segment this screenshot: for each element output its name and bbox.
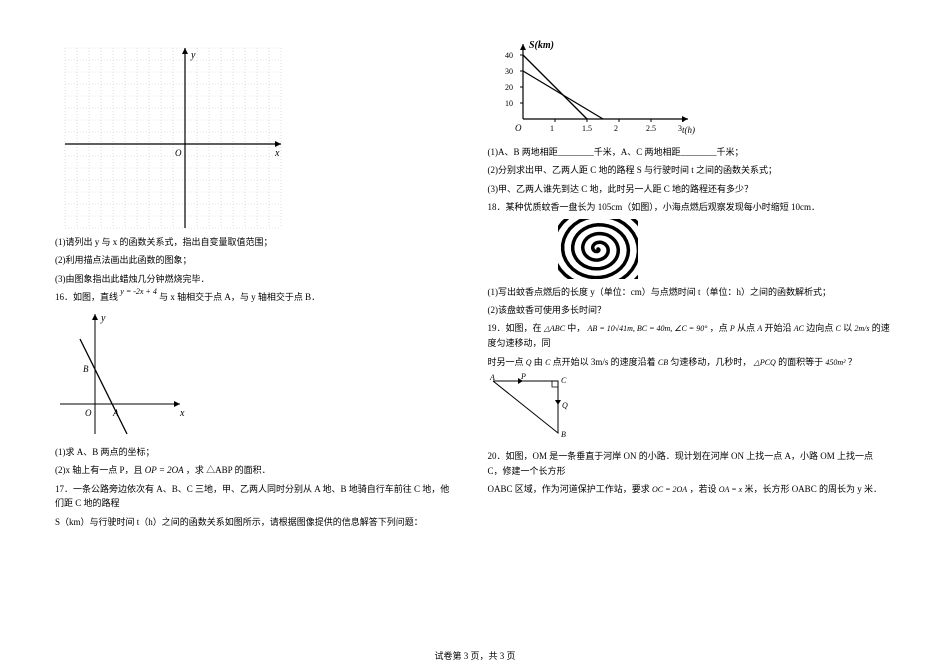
svg-text:40: 40 [505, 51, 513, 60]
svg-text:A: A [489, 373, 495, 382]
svg-text:10: 10 [505, 99, 513, 108]
q16-2-prefix: (2)x 轴上有一点 P，且 [55, 465, 143, 475]
svg-text:O: O [515, 123, 522, 133]
q18-1: (1)写出蚊香点燃后的长度 y（单位：cm）与点燃时间 t（单位：h）之间的函数… [488, 285, 891, 299]
q17-l2: S（km）与行驶时间 t（h）之间的函数关系如图所示，请根据图像提供的信息解答下… [55, 515, 458, 529]
q19-formula: AB = 10√41m, BC = 40m, ∠C = 90° [588, 324, 708, 333]
q15-3: (3)由图象指出此蜡烛几分钟燃烧完毕． [55, 272, 458, 286]
svg-text:2.5: 2.5 [646, 124, 656, 133]
svg-text:2: 2 [614, 124, 618, 133]
q20-l2: OABC 区域，作为河道保护工作站，要求 OC = 2OA ，若设 OA = x… [488, 482, 891, 497]
line-figure: Ox y A B [55, 309, 458, 441]
svg-text:Q: Q [562, 401, 568, 410]
svg-text:1: 1 [550, 124, 554, 133]
svg-text:O: O [85, 408, 92, 418]
svg-text:x: x [179, 408, 185, 419]
q16-1: (1)求 A、B 两点的坐标； [55, 445, 458, 459]
page-footer: 试卷第 3 页，共 3 页 [0, 649, 950, 662]
svg-text:B: B [83, 364, 89, 374]
svg-text:P: P [520, 373, 526, 381]
grid-figure: x y O [55, 39, 458, 231]
svg-text:t(h): t(h) [682, 125, 695, 135]
spiral-figure [488, 219, 891, 281]
svg-text:B: B [561, 430, 566, 439]
q17-1: (1)A、B 两地相距________千米，A、C 两地相距________千米… [488, 145, 891, 159]
svg-text:C: C [561, 376, 567, 385]
q16-formula: y = -2x + 4 [120, 287, 157, 296]
svg-text:A: A [112, 408, 119, 418]
q18-2: (2)该盘蚊香可使用多长时间？ [488, 303, 891, 317]
q17-2: (2)分别求出甲、乙两人距 C 地的路程 S 与行驶时间 t 之间的函数关系式； [488, 163, 891, 177]
dist-figure: 1020304011.522.53Ot(h)S(km) [488, 39, 891, 141]
q16-prefix: 16．如图，直线 [55, 292, 118, 302]
svg-text:20: 20 [505, 83, 513, 92]
q16-rest: 与 x 轴相交于点 A，与 y 轴相交于点 B． [159, 292, 320, 302]
svg-text:1.5: 1.5 [582, 124, 592, 133]
svg-text:S(km): S(km) [529, 40, 554, 51]
svg-text:O: O [175, 148, 182, 158]
q19-l2: 时另一点 Q 由 C 点开始以 3m/s 的速度沿着 CB 匀速移动，几秒时， … [488, 355, 891, 370]
svg-text:30: 30 [505, 67, 513, 76]
q16-2-formula: OP = 2OA [145, 465, 184, 475]
q20-l1: 20．如图，OM 是一条垂直于河岸 ON 的小路．现计划在河岸 ON 上找一点 … [488, 449, 891, 478]
svg-text:x: x [274, 148, 280, 159]
svg-text:y: y [190, 50, 196, 61]
q18-stem: 18．某种优质蚊香一盘长为 105cm（如图），小海点燃后观察发现每小时缩短 1… [488, 200, 891, 214]
q17-3: (3)甲、乙两人谁先到达 C 地，此时另一人距 C 地的路程还有多少？ [488, 182, 891, 196]
q20-formula: OC = 2OA [652, 485, 687, 494]
svg-text:y: y [100, 313, 106, 324]
q19-l1: 19．如图，在 △ABC 中， AB = 10√41m, BC = 40m, ∠… [488, 321, 891, 350]
triangle-figure: A C B P Q [488, 373, 891, 445]
q15-2: (2)利用描点法画出此函数的图象； [55, 253, 458, 267]
q16-2-rest: ，求 △ABP 的面积． [186, 465, 271, 475]
q17-l1: 17．一条公路旁边依次有 A、B、C 三地，甲、乙两人同时分别从 A 地、B 地… [55, 482, 458, 511]
q16-2: (2)x 轴上有一点 P，且 OP = 2OA ，求 △ABP 的面积． [55, 463, 458, 477]
q19-tri: △ABC [544, 324, 565, 333]
q16-stem: 16．如图，直线 y = -2x + 4 与 x 轴相交于点 A，与 y 轴相交… [55, 290, 458, 305]
q15-1: (1)请列出 y 与 x 的函数关系式，指出自变量取值范围； [55, 235, 458, 249]
